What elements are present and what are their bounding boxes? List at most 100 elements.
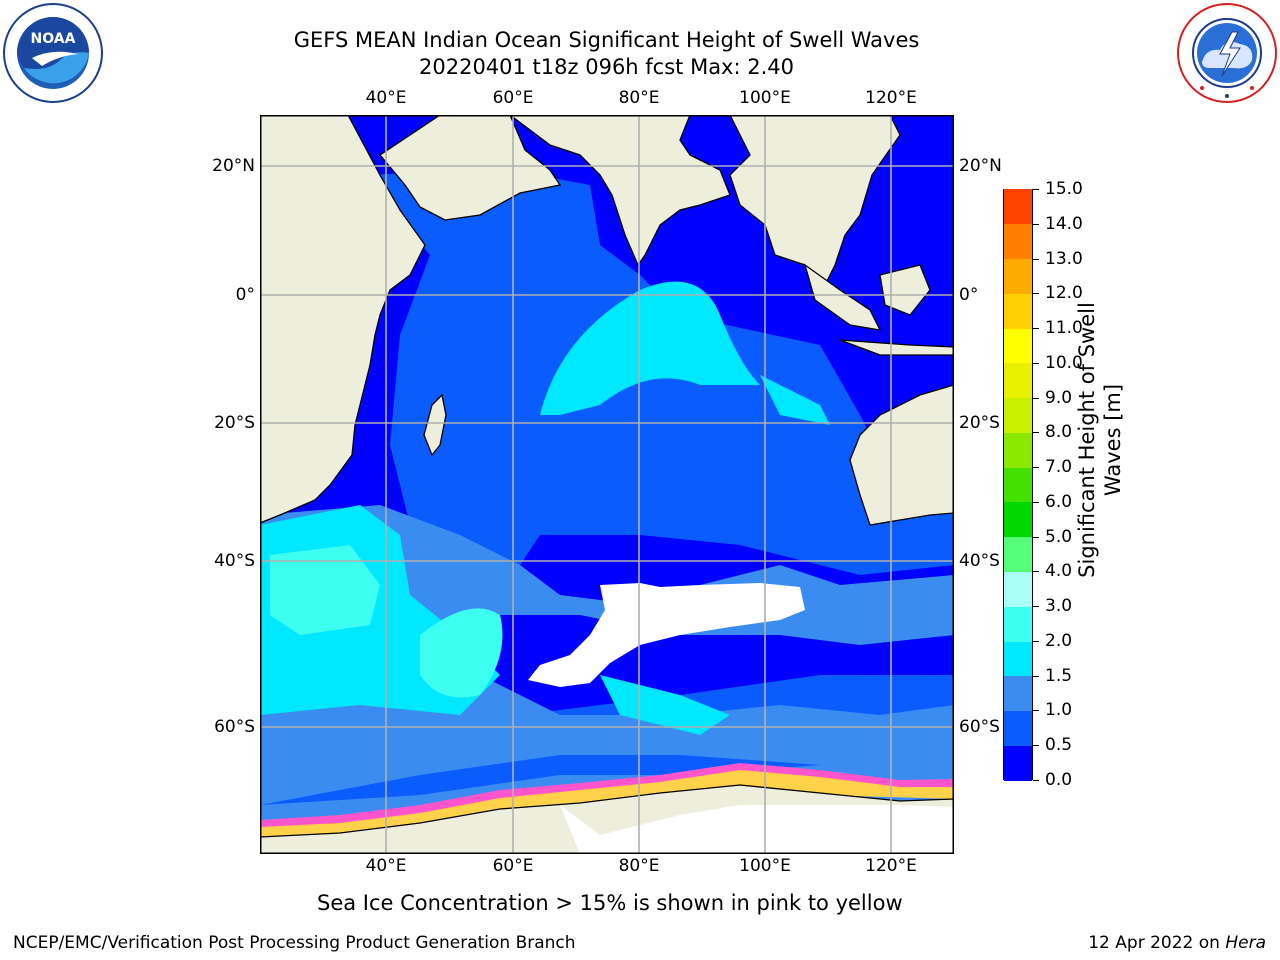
chart-subtitle: 20220401 t18z 096h fcst Max: 2.40: [419, 55, 794, 79]
colorbar-tick-mark: [1033, 362, 1039, 364]
lat-tick-left: 60°S: [214, 717, 255, 737]
colorbar-segment: [1004, 258, 1032, 294]
lon-tick-top: 80°E: [618, 88, 660, 108]
footer-credit: NCEP/EMC/Verification Post Processing Pr…: [13, 933, 576, 953]
land-australia: [849, 384, 954, 526]
lat-tick-right: 20°N: [959, 156, 1002, 176]
sea-ice-white: [528, 583, 805, 687]
colorbar-tick-mark: [1033, 467, 1039, 469]
graticule: [260, 115, 954, 854]
lon-tick-top: 120°E: [865, 88, 917, 108]
colorbar-tick-label: 7.0: [1045, 457, 1073, 478]
land-sumatra: [803, 263, 882, 331]
colorbar-segment: [1004, 293, 1032, 329]
colorbar: [1003, 189, 1033, 781]
lon-tick-bottom: 100°E: [739, 856, 791, 876]
colorbar-segment: [1004, 432, 1032, 468]
lon-tick-bottom: 80°E: [618, 856, 660, 876]
colorbar-tick-label: 9.0: [1045, 387, 1073, 408]
colorbar-segment: [1004, 640, 1032, 677]
colorbar-tick-mark: [1033, 745, 1039, 747]
colorbar-tick-mark: [1033, 397, 1039, 399]
colorbar-tick-label: 8.0: [1045, 422, 1073, 443]
colorbar-ticks: 0.0 0.5 1.0 1.5 2.0 3.0 4.0 5.0 6.0 7.0 8.0 9.0 10.0…: [1033, 179, 1093, 790]
colorbar-segment: [1004, 571, 1032, 607]
lon-tick-bottom: 60°E: [492, 856, 534, 876]
map-frame: [260, 115, 954, 854]
lat-tick-left: 0°: [235, 285, 255, 305]
land-arabia: [379, 115, 562, 221]
nws-logo: [1177, 3, 1277, 103]
land-africa: [260, 115, 426, 524]
lon-tick-top: 100°E: [739, 88, 791, 108]
colorbar-tick-mark: [1033, 432, 1039, 434]
swell-cyan-east: [760, 375, 830, 425]
colorbar-tick-mark: [1033, 189, 1039, 190]
colorbar-tick-label: 14.0: [1045, 213, 1083, 234]
colorbar-tick-label: 5.0: [1045, 526, 1073, 547]
lat-tick-right: 60°S: [959, 717, 1000, 737]
sea-ice-caption: Sea Ice Concentration > 15% is shown in …: [317, 891, 903, 915]
swell-light-cyan-west: [270, 545, 380, 635]
colorbar-segment: [1004, 362, 1032, 399]
colorbar-segment: [1004, 710, 1032, 746]
ocean-map: [260, 115, 954, 854]
colorbar-tick-label: 0.0: [1045, 770, 1073, 790]
swell-cyan-south: [600, 675, 730, 735]
land-madagascar: [423, 393, 447, 457]
colorbar-tick-label: 3.0: [1045, 596, 1073, 617]
lon-tick-bottom: 120°E: [865, 856, 917, 876]
colorbar-tick-mark: [1033, 328, 1039, 330]
colorbar-segment: [1004, 397, 1032, 433]
colorbar-segment: [1004, 501, 1032, 538]
colorbar-tick-label: 13.0: [1045, 248, 1083, 269]
colorbar-tick-mark: [1033, 223, 1039, 225]
colorbar-tick-mark: [1033, 710, 1039, 712]
colorbar-tick-label: 1.0: [1045, 700, 1073, 721]
footer-host: Hera: [1225, 933, 1266, 953]
lon-tick-top: 40°E: [365, 88, 407, 108]
colorbar-label: Significant Height of Swell Waves [m]: [1075, 302, 1125, 578]
colorbar-tick-label: 12.0: [1045, 283, 1083, 304]
colorbar-tick-mark: [1033, 293, 1039, 295]
colorbar-tick-mark: [1033, 501, 1039, 503]
lat-tick-right: 40°S: [959, 551, 1000, 571]
antarctic-ice-shelf: [560, 805, 954, 854]
colorbar-tick-mark: [1033, 536, 1039, 538]
lat-tick-right: 20°S: [959, 413, 1000, 433]
lat-tick-right: 0°: [959, 285, 979, 305]
colorbar-tick-label: 1.5: [1045, 665, 1073, 686]
land-borneo: [879, 264, 931, 316]
colorbar-tick-mark: [1033, 606, 1039, 608]
colorbar-tick-mark: [1033, 571, 1039, 573]
colorbar-segment: [1004, 606, 1032, 642]
colorbar-tick-mark: [1033, 258, 1039, 260]
colorbar-segment: [1004, 223, 1032, 260]
lat-tick-left: 40°S: [214, 551, 255, 571]
chart-title: GEFS MEAN Indian Ocean Significant Heigh…: [293, 28, 920, 52]
colorbar-tick-mark: [1033, 640, 1039, 642]
colorbar-segment: [1004, 189, 1032, 225]
colorbar-tick-label: 0.5: [1045, 735, 1073, 756]
swell-light-cyan: [420, 608, 503, 698]
colorbar-segment: [1004, 328, 1032, 364]
colorbar-tick-label: 6.0: [1045, 491, 1073, 512]
colorbar-tick-label: 11.0: [1045, 318, 1083, 339]
colorbar-tick-label: 2.0: [1045, 630, 1073, 651]
colorbar-segment: [1004, 675, 1032, 712]
colorbar-tick-label: 10.0: [1045, 352, 1083, 373]
lon-tick-bottom: 40°E: [365, 856, 407, 876]
colorbar-segment: [1004, 467, 1032, 503]
noaa-logo-text: NOAA: [31, 31, 76, 47]
footer-date-text: 12 Apr 2022 on: [1088, 933, 1226, 953]
colorbar-tick-label: 15.0: [1045, 179, 1083, 199]
footer-date: 12 Apr 2022 on Hera: [1088, 933, 1266, 953]
colorbar-segment: [1004, 536, 1032, 572]
colorbar-tick-mark: [1033, 675, 1039, 677]
colorbar-segment: [1004, 745, 1032, 781]
swell-cyan-central: [540, 281, 760, 415]
lon-tick-top: 60°E: [492, 88, 534, 108]
noaa-logo: NOAA: [3, 3, 103, 103]
colorbar-tick-label: 4.0: [1045, 561, 1073, 582]
land-india: [508, 115, 731, 267]
